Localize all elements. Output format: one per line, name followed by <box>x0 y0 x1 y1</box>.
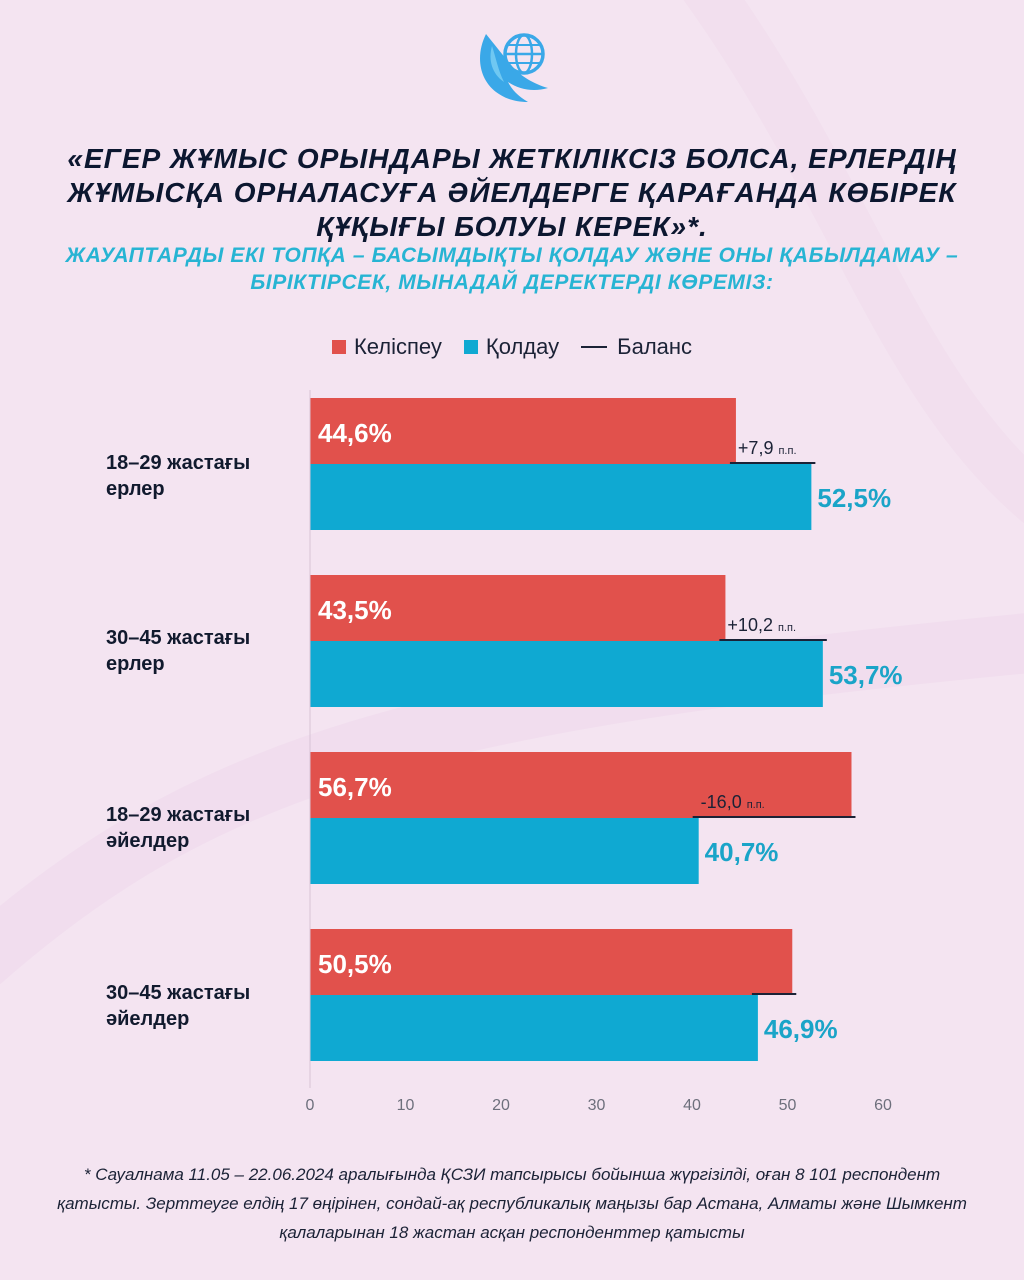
bar-support <box>310 641 823 707</box>
bar-label-support: 46,9% <box>764 1014 838 1044</box>
category-label-line: ерлер <box>106 478 165 500</box>
chart-legend: Келіспеу Қолдау Баланс <box>0 334 1024 360</box>
bar-support <box>310 995 758 1061</box>
page-title: «ЕГЕР ЖҰМЫС ОРЫНДАРЫ ЖЕТКІЛІКСІЗ БОЛСА, … <box>67 143 957 242</box>
x-tick-label: 10 <box>397 1097 415 1114</box>
balance-unit: п.п. <box>747 799 765 811</box>
eagle-globe-logo-icon <box>480 33 548 102</box>
category-label-line: ерлер <box>106 653 165 675</box>
bar-disagree <box>310 575 726 641</box>
bar-support <box>310 818 699 884</box>
bar-label-disagree: 43,5% <box>318 595 392 625</box>
x-tick-label: 20 <box>492 1097 510 1114</box>
bar-label-support: 52,5% <box>817 483 891 513</box>
category-label: 30–45 жастағы ерлер <box>106 625 306 677</box>
legend-item-support: Қолдау <box>463 334 560 360</box>
page-subtitle: ЖАУАПТАРДЫ ЕКІ ТОПҚА – БАСЫМДЫҚТЫ ҚОЛДАУ… <box>65 244 959 294</box>
category-label-line: 18–29 жастағы <box>106 804 251 826</box>
footnote: * Сауалнама 11.05 – 22.06.2024 аралығынд… <box>57 1165 967 1242</box>
bar-disagree <box>310 929 793 995</box>
x-tick-label: 0 <box>306 1097 315 1114</box>
category-label-line: 30–45 жастағы <box>106 982 251 1004</box>
category-label-line: 30–45 жастағы <box>106 627 251 649</box>
category-label: 18–29 жастағы ерлер <box>106 450 306 502</box>
balance-label: +7,9 п.п. <box>738 438 797 458</box>
bar-label-disagree: 50,5% <box>318 949 392 979</box>
x-tick-label: 60 <box>874 1097 892 1114</box>
bar-disagree <box>310 752 852 818</box>
bar-label-support: 40,7% <box>705 837 779 867</box>
legend-item-disagree: Келіспеу <box>331 334 442 360</box>
balance-unit: п.п. <box>778 622 796 634</box>
balance-unit: п.п. <box>778 445 796 457</box>
bar-disagree <box>310 398 736 464</box>
category-label-line: әйелдер <box>106 830 190 852</box>
category-label: 30–45 жастағы әйелдер <box>106 980 306 1032</box>
balance-label: +10,2 п.п. <box>727 615 796 635</box>
x-tick-label: 50 <box>779 1097 797 1114</box>
category-label: 18–29 жастағы әйелдер <box>106 802 306 854</box>
legend-label-balance: Баланс <box>617 334 693 359</box>
legend-swatch-disagree <box>331 340 346 354</box>
legend-swatch-support <box>463 340 478 354</box>
legend-label-disagree: Келіспеу <box>353 334 442 359</box>
category-label-line: 18–29 жастағы <box>106 452 251 474</box>
bar-label-support: 53,7% <box>829 660 903 690</box>
legend-line-balance <box>581 346 608 348</box>
category-label-line: әйелдер <box>106 1008 190 1030</box>
legend-label-support: Қолдау <box>485 334 560 359</box>
bar-label-disagree: 56,7% <box>318 772 392 802</box>
x-tick-label: 30 <box>588 1097 606 1114</box>
bar-chart: 44,6% 52,5% +7,9 п.п. 43,5% 53,7% +10,2 п.п. 56,… <box>306 390 903 1114</box>
x-tick-label: 40 <box>683 1097 701 1114</box>
bar-support <box>310 464 812 530</box>
legend-item-balance: Баланс <box>581 334 692 360</box>
bar-label-disagree: 44,6% <box>318 418 392 448</box>
